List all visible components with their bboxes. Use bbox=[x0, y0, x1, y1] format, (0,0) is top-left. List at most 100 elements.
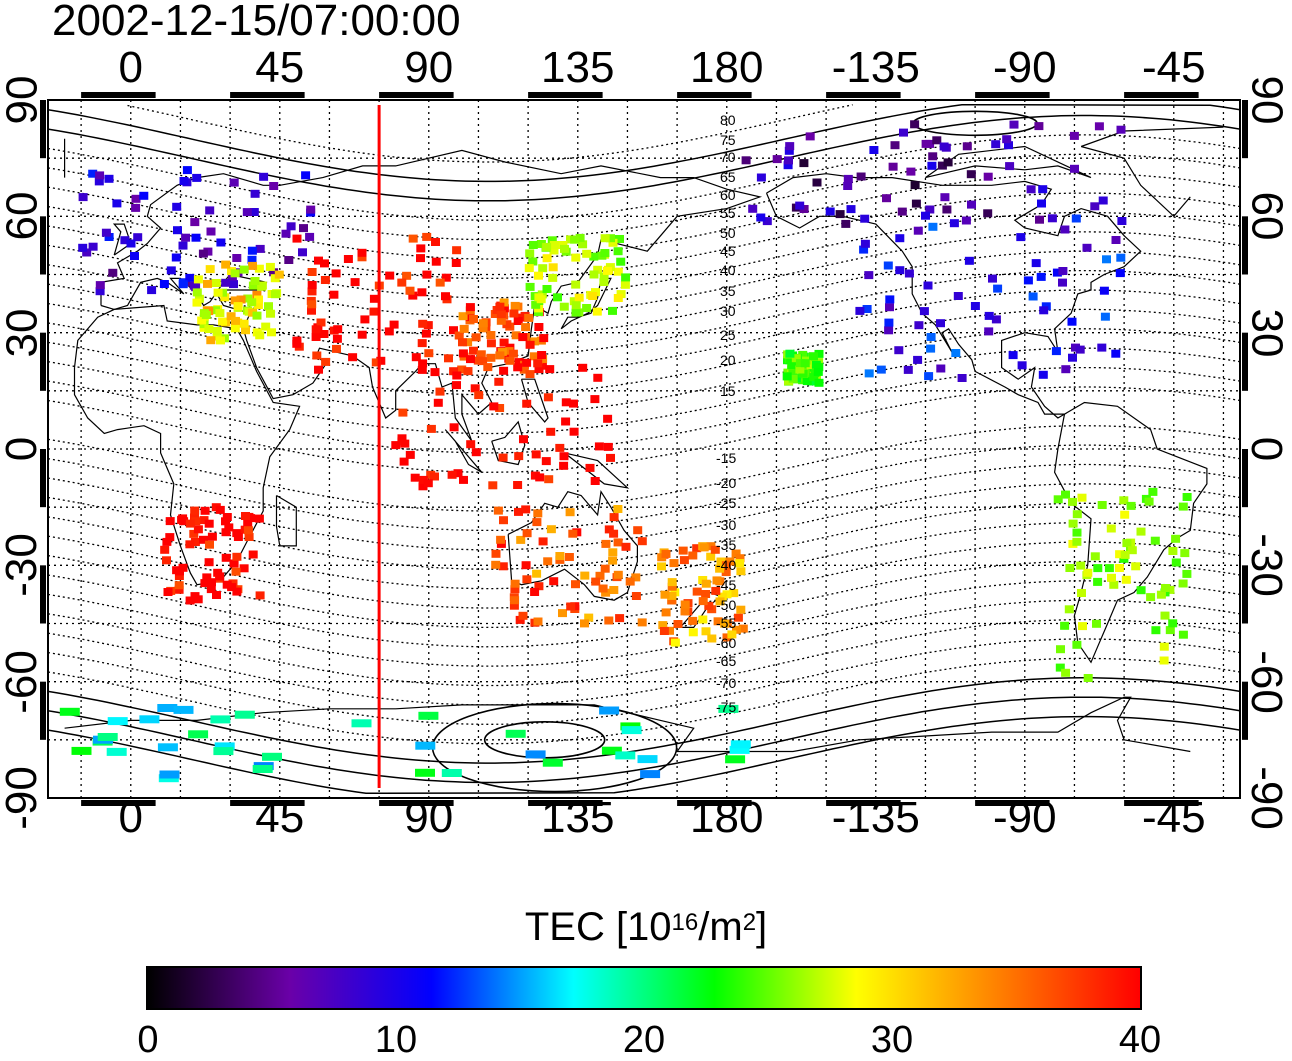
tec-point bbox=[247, 298, 257, 307]
tec-point bbox=[805, 132, 815, 141]
tec-point bbox=[991, 315, 1001, 324]
tec-point bbox=[88, 169, 98, 178]
tec-point bbox=[784, 156, 793, 165]
tec-point bbox=[564, 553, 574, 561]
colorbar-tick: 0 bbox=[137, 1019, 159, 1061]
tec-point bbox=[192, 298, 202, 307]
tec-point bbox=[174, 581, 184, 590]
tec-point bbox=[205, 206, 215, 215]
tec-point bbox=[215, 505, 225, 514]
tec-point bbox=[591, 577, 601, 586]
tec-point bbox=[1078, 622, 1087, 631]
tec-point bbox=[1060, 621, 1070, 630]
tec-point bbox=[94, 177, 104, 186]
tec-point bbox=[483, 363, 493, 372]
left-axis-tick: -30 bbox=[0, 533, 46, 598]
tec-point bbox=[1071, 214, 1081, 223]
tec-point bbox=[474, 391, 484, 400]
tec-point bbox=[1090, 552, 1100, 561]
tec-point bbox=[465, 303, 475, 312]
tec-point bbox=[1077, 589, 1086, 597]
tec-point bbox=[179, 517, 189, 526]
tec-point bbox=[814, 363, 824, 372]
tec-point bbox=[463, 367, 473, 376]
tec-point bbox=[509, 309, 519, 318]
tec-point bbox=[783, 161, 793, 170]
coastline bbox=[507, 490, 638, 601]
tec-point bbox=[1116, 125, 1126, 134]
tec-point bbox=[430, 368, 440, 377]
contour-label: -75 bbox=[716, 699, 736, 715]
tec-point bbox=[1061, 365, 1071, 374]
tec-point bbox=[458, 312, 468, 321]
tec-point bbox=[435, 278, 445, 287]
tec-point bbox=[107, 717, 128, 726]
tec-point bbox=[470, 384, 480, 393]
tec-point bbox=[466, 440, 476, 449]
tec-point bbox=[399, 457, 409, 466]
left-axis-tick: 0 bbox=[0, 436, 47, 462]
tec-point bbox=[582, 304, 592, 312]
tec-point bbox=[191, 233, 201, 242]
tec-point bbox=[255, 591, 265, 600]
tec-point bbox=[525, 282, 535, 291]
tec-point bbox=[408, 291, 418, 300]
border-tick bbox=[40, 565, 46, 624]
tec-point bbox=[204, 325, 214, 333]
tec-point bbox=[735, 559, 745, 568]
contour-label: -50 bbox=[716, 597, 736, 613]
tec-point bbox=[157, 743, 178, 752]
border-tick bbox=[1124, 800, 1199, 806]
left-axis-tick: -60 bbox=[0, 649, 46, 714]
tec-point bbox=[589, 270, 599, 279]
tec-point bbox=[222, 580, 232, 589]
tec-point bbox=[252, 765, 273, 773]
tec-point bbox=[369, 294, 379, 303]
border-tick bbox=[677, 92, 752, 98]
tec-point bbox=[1136, 586, 1146, 595]
border-tick bbox=[528, 92, 603, 98]
tec-point bbox=[516, 535, 526, 544]
tec-point bbox=[162, 537, 172, 546]
tec-point bbox=[621, 273, 631, 282]
tec-point bbox=[1038, 370, 1048, 379]
tec-point bbox=[255, 244, 265, 253]
contour-label: 65 bbox=[720, 169, 736, 185]
tec-point bbox=[1076, 561, 1086, 570]
tec-point bbox=[522, 575, 532, 584]
border-tick bbox=[677, 800, 752, 806]
tec-point bbox=[785, 349, 795, 358]
tec-point bbox=[241, 512, 250, 520]
tec-point bbox=[133, 233, 143, 242]
tec-point bbox=[192, 288, 202, 297]
tec-point bbox=[221, 260, 231, 269]
tec-point bbox=[1107, 573, 1116, 582]
tec-point bbox=[897, 207, 907, 216]
tec-point bbox=[565, 508, 575, 517]
tec-point bbox=[688, 616, 698, 625]
tec-point bbox=[206, 227, 216, 236]
tec-point bbox=[449, 326, 458, 335]
tec-point bbox=[943, 158, 953, 167]
tec-point bbox=[1082, 243, 1092, 252]
tec-point bbox=[1072, 640, 1082, 649]
tec-point bbox=[713, 617, 723, 626]
tec-point bbox=[939, 142, 949, 151]
tec-point bbox=[405, 450, 415, 459]
tec-point bbox=[1055, 663, 1065, 672]
contour-label: -35 bbox=[716, 537, 736, 553]
tec-point bbox=[541, 457, 551, 466]
tec-point bbox=[869, 146, 879, 154]
tec-point bbox=[418, 319, 428, 328]
tec-point bbox=[415, 741, 436, 750]
tec-point bbox=[951, 349, 961, 357]
tec-point bbox=[613, 267, 623, 276]
tec-point bbox=[489, 402, 499, 411]
tec-point bbox=[496, 310, 506, 319]
tec-point bbox=[284, 256, 294, 264]
tec-point bbox=[814, 349, 824, 358]
tec-point bbox=[1104, 564, 1114, 573]
tec-point bbox=[221, 278, 231, 287]
bottom-axis-tick: 180 bbox=[690, 793, 764, 842]
tec-point bbox=[609, 513, 619, 522]
